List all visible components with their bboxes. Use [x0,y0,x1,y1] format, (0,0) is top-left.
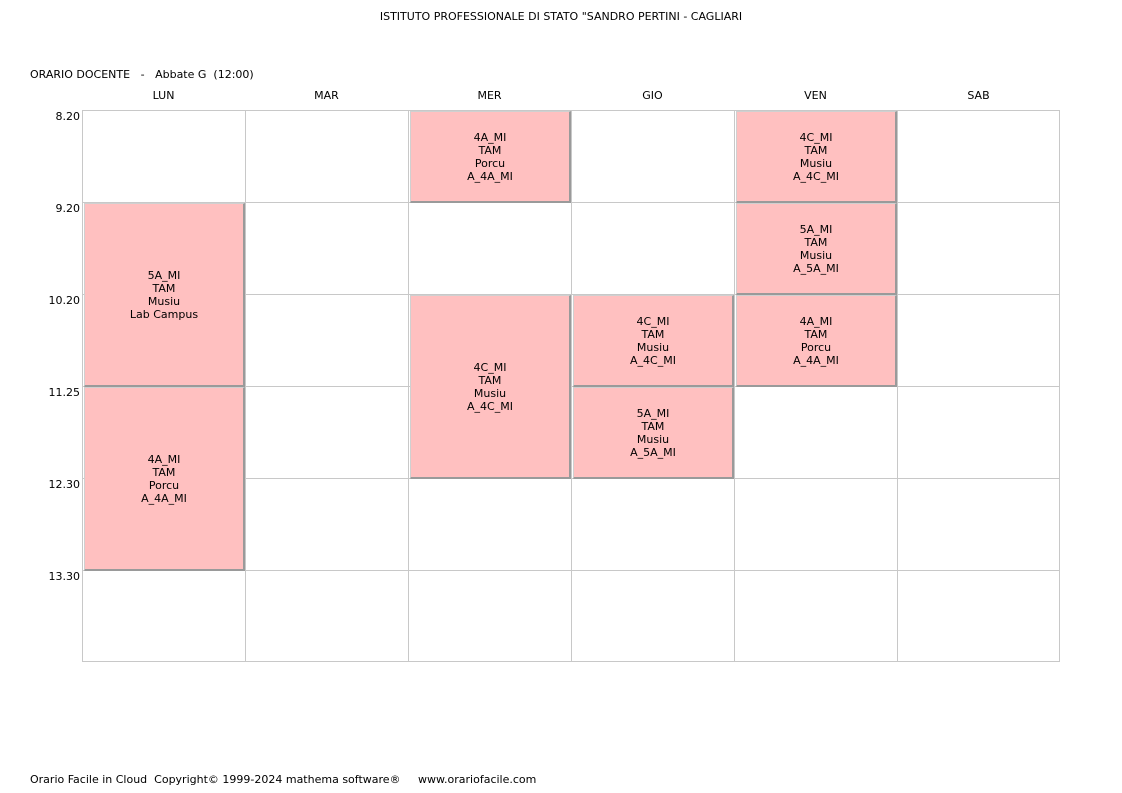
lesson-subject: TAM [804,327,828,341]
lesson-subject: TAM [152,281,176,295]
lesson-block[interactable]: 4C_MI TAM Musiu A_4C_MI [736,111,897,203]
lesson-block[interactable]: 4A_MI TAM Porcu A_4A_MI [736,295,897,387]
lesson-class: 4C_MI [799,130,833,144]
day-header-ven: VEN [804,89,827,102]
lesson-room: A_4A_MI [793,353,839,367]
footer-website[interactable]: www.orariofacile.com [418,773,537,786]
lesson-subject: TAM [804,235,828,249]
footer-copyright: Copyright© 1999-2024 mathema software® [154,773,401,786]
lesson-co-teacher: Musiu [799,248,833,262]
footer: Orario Facile in Cloud Copyright© 1999-2… [30,773,536,786]
lesson-co-teacher: Porcu [474,156,506,170]
day-header-mar: MAR [314,89,339,102]
header-separator: - [140,68,145,81]
lesson-room: A_5A_MI [630,445,676,459]
lesson-class: 4A_MI [147,452,181,466]
timetable-header: ORARIO DOCENTE - Abbate G (12:00) [30,68,254,81]
lesson-block[interactable]: 4C_MI TAM Musiu A_4C_MI [573,295,734,387]
lesson-block[interactable]: 4A_MI TAM Porcu A_4A_MI [84,387,245,571]
lesson-subject: TAM [641,327,665,341]
time-label: 11.25 [48,386,81,399]
timetable-grid: 5A_MI TAM Musiu Lab Campus 4A_MI TAM Porcu A_4A… [82,110,1060,662]
lesson-subject: TAM [478,373,502,387]
lesson-co-teacher: Porcu [800,340,832,354]
lesson-co-teacher: Musiu [636,340,670,354]
lesson-subject: TAM [641,419,665,433]
footer-product: Orario Facile in Cloud [30,773,148,786]
grid-row-divider [83,294,1059,295]
teacher-hours: (12:00) [213,68,254,81]
lesson-block[interactable]: 4C_MI TAM Musiu A_4C_MI [410,295,571,479]
lesson-room: A_4A_MI [467,169,513,183]
lesson-class: 4C_MI [636,314,670,328]
grid-row-divider [83,478,1059,479]
lesson-room: A_4A_MI [141,491,187,505]
teacher-name: Abbate G [155,68,207,81]
lesson-subject: TAM [478,143,502,157]
grid-row-divider [83,202,1059,203]
day-header-sab: SAB [967,89,990,102]
lesson-class: 4C_MI [473,360,507,374]
lesson-block[interactable]: 5A_MI TAM Musiu A_5A_MI [736,203,897,295]
time-label: 13.30 [48,570,81,583]
lesson-room: A_4C_MI [467,399,513,413]
lesson-room: A_5A_MI [793,261,839,275]
lesson-co-teacher: Musiu [799,156,833,170]
lesson-class: 5A_MI [636,406,670,420]
lesson-block[interactable]: 5A_MI TAM Musiu A_5A_MI [573,387,734,479]
lesson-block[interactable]: 5A_MI TAM Musiu Lab Campus [84,203,245,387]
day-header-gio: GIO [642,89,663,102]
day-header-lun: LUN [152,89,175,102]
lesson-co-teacher: Musiu [473,386,507,400]
time-label: 9.20 [55,202,81,215]
school-title: ISTITUTO PROFESSIONALE DI STATO "SANDRO … [379,10,743,23]
lesson-room: A_4C_MI [630,353,676,367]
time-label: 12.30 [48,478,81,491]
time-label: 8.20 [55,110,81,123]
lesson-co-teacher: Porcu [148,478,180,492]
lesson-subject: TAM [804,143,828,157]
lesson-room: A_4C_MI [793,169,839,183]
time-label: 10.20 [48,294,81,307]
header-label: ORARIO DOCENTE [30,68,131,81]
lesson-class: 4A_MI [473,130,507,144]
lesson-class: 5A_MI [799,222,833,236]
lesson-class: 4A_MI [799,314,833,328]
lesson-subject: TAM [152,465,176,479]
lesson-class: 5A_MI [147,268,181,282]
lesson-co-teacher: Musiu [636,432,670,446]
grid-row-divider [83,386,1059,387]
lesson-room: Lab Campus [129,307,199,321]
grid-row-divider [83,570,1059,571]
lesson-block[interactable]: 4A_MI TAM Porcu A_4A_MI [410,111,571,203]
day-header-mer: MER [477,89,502,102]
lesson-co-teacher: Musiu [147,294,181,308]
